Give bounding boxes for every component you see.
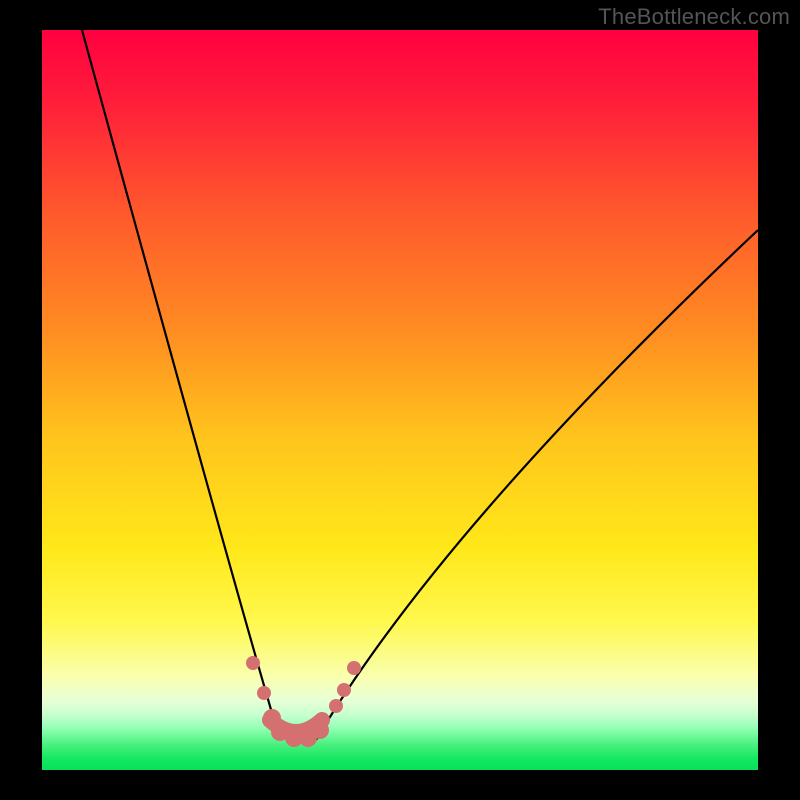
chart-container: TheBottleneck.com	[0, 0, 800, 800]
watermark-text: TheBottleneck.com	[598, 4, 790, 30]
chart-svg	[0, 0, 800, 800]
data-dot	[257, 686, 271, 700]
data-dot	[311, 721, 329, 739]
data-dot	[337, 683, 351, 697]
plot-background	[42, 30, 758, 770]
data-dot	[246, 656, 260, 670]
data-dot	[329, 699, 343, 713]
data-dot	[347, 661, 361, 675]
